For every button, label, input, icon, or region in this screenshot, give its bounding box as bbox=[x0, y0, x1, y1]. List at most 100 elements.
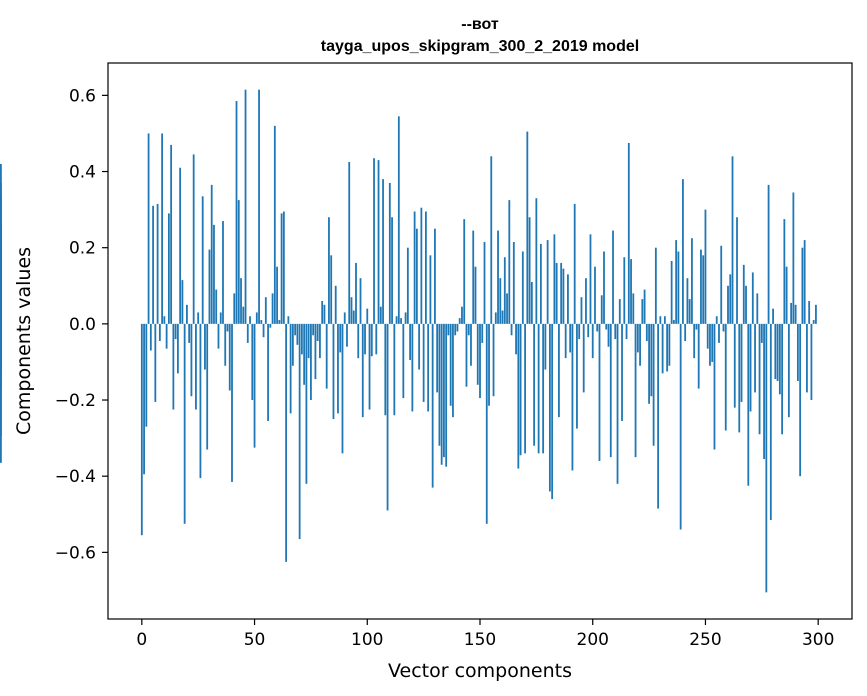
bar bbox=[618, 299, 621, 324]
bar bbox=[280, 213, 283, 324]
bar bbox=[382, 179, 384, 324]
bar bbox=[400, 318, 402, 324]
bar bbox=[361, 323, 364, 418]
bar bbox=[747, 323, 750, 486]
bar bbox=[806, 323, 808, 393]
bar bbox=[738, 323, 741, 433]
x-tick-label: 100 bbox=[351, 630, 383, 650]
bar bbox=[594, 266, 596, 324]
bar bbox=[167, 213, 170, 324]
bar bbox=[328, 217, 330, 324]
bar bbox=[325, 323, 328, 389]
bar bbox=[569, 323, 572, 353]
bar bbox=[386, 323, 389, 511]
bar bbox=[346, 323, 348, 347]
bar bbox=[481, 323, 484, 343]
bar bbox=[558, 323, 560, 418]
bar bbox=[582, 323, 585, 393]
bar bbox=[183, 323, 186, 524]
bar bbox=[242, 306, 245, 324]
bar bbox=[231, 323, 233, 482]
bar bbox=[393, 323, 396, 416]
bar bbox=[740, 323, 743, 402]
bar bbox=[485, 323, 488, 524]
x-tick-label: 300 bbox=[802, 630, 834, 650]
bar bbox=[634, 323, 637, 458]
bar bbox=[580, 297, 583, 324]
bar bbox=[379, 306, 382, 324]
bar bbox=[199, 323, 202, 479]
bar bbox=[754, 323, 756, 393]
bar bbox=[537, 323, 540, 454]
bar bbox=[733, 323, 736, 408]
bar bbox=[652, 323, 655, 446]
bar bbox=[149, 323, 152, 351]
bar bbox=[666, 323, 669, 372]
bar bbox=[357, 323, 360, 359]
bar bbox=[546, 240, 549, 324]
bar bbox=[670, 261, 673, 324]
bar bbox=[472, 230, 475, 324]
bar bbox=[463, 219, 466, 324]
bar bbox=[686, 278, 689, 324]
bar bbox=[456, 323, 459, 332]
bar bbox=[731, 156, 734, 324]
bar bbox=[273, 125, 276, 324]
bar bbox=[461, 306, 463, 324]
bar bbox=[298, 323, 301, 540]
bar bbox=[251, 323, 254, 401]
bar bbox=[808, 301, 811, 324]
bar bbox=[501, 310, 504, 324]
bar bbox=[623, 257, 626, 324]
bar bbox=[776, 323, 779, 381]
bar bbox=[186, 304, 188, 324]
bar bbox=[778, 323, 781, 395]
bar bbox=[395, 316, 398, 324]
bar bbox=[219, 312, 222, 324]
bar bbox=[158, 323, 161, 341]
bar bbox=[512, 241, 515, 324]
y-tick-label: −0.4 bbox=[55, 467, 96, 487]
bar bbox=[533, 323, 536, 446]
bar bbox=[449, 323, 452, 406]
bar bbox=[427, 323, 430, 412]
bar bbox=[458, 318, 461, 324]
bar bbox=[334, 285, 337, 324]
bar bbox=[434, 228, 436, 324]
bar bbox=[544, 323, 547, 370]
bar bbox=[600, 295, 603, 324]
bar bbox=[420, 207, 423, 324]
bar bbox=[792, 192, 795, 324]
bar bbox=[152, 205, 154, 324]
bar bbox=[648, 323, 650, 404]
bar bbox=[695, 323, 698, 330]
bar bbox=[657, 323, 660, 509]
bar bbox=[352, 310, 355, 324]
bar bbox=[564, 323, 567, 359]
bar bbox=[528, 217, 531, 324]
chart-title-line-2: tayga_upos_skipgram_300_2_2019 model bbox=[321, 38, 639, 55]
bar bbox=[675, 240, 678, 324]
bar bbox=[715, 316, 718, 324]
bar bbox=[375, 323, 378, 355]
bar bbox=[553, 234, 556, 324]
bar bbox=[654, 247, 657, 324]
bar bbox=[684, 323, 687, 341]
bar bbox=[154, 323, 157, 402]
bar bbox=[267, 323, 269, 421]
bar bbox=[506, 293, 508, 324]
bar bbox=[720, 245, 723, 324]
bar bbox=[605, 323, 608, 330]
bar bbox=[287, 316, 290, 324]
bar bbox=[783, 219, 786, 324]
bar bbox=[539, 243, 542, 324]
bar bbox=[404, 312, 407, 324]
bar bbox=[548, 323, 551, 492]
bar bbox=[510, 323, 513, 336]
bar bbox=[508, 200, 511, 324]
y-tick-label: −0.6 bbox=[55, 543, 96, 563]
bar bbox=[226, 323, 229, 332]
bar bbox=[161, 133, 164, 324]
bar bbox=[384, 323, 387, 416]
